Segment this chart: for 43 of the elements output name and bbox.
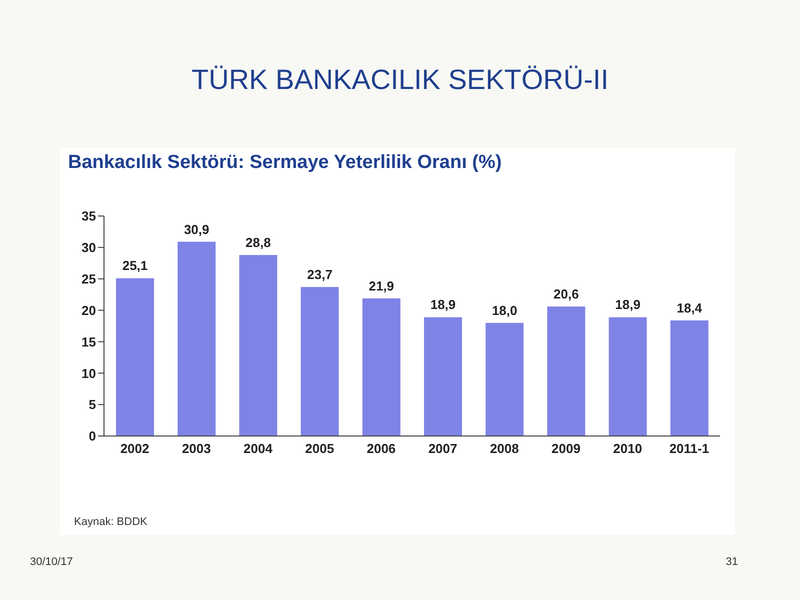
x-tick-label: 2002 [120, 441, 150, 456]
text: 31 [726, 556, 738, 568]
bar [486, 322, 524, 436]
x-tick-label: 2004 [244, 441, 274, 456]
x-tick-label: 2008 [490, 441, 519, 456]
data-label: 18,9 [430, 297, 456, 312]
y-tick-label: 30 [82, 240, 96, 256]
x-tick-label: 2003 [182, 441, 211, 456]
bar [547, 306, 586, 436]
data-label: 21,9 [368, 278, 394, 294]
x-tick-label: 2011-1 [669, 441, 710, 456]
text: 30/10/17 [30, 556, 73, 568]
data-label: 28,8 [246, 234, 271, 250]
y-tick-label: 10 [82, 366, 96, 381]
bar [300, 287, 339, 436]
bar [424, 317, 462, 436]
data-label: 18,4 [676, 300, 703, 316]
data-label: 23,7 [307, 267, 332, 282]
data-label: 20,6 [554, 286, 579, 302]
data-label: 25,1 [122, 258, 148, 274]
y-tick-label: 5 [88, 397, 96, 412]
chart-title: TÜRK BANKACILIK SEKTÖRÜ-II [190, 64, 610, 96]
bar [116, 278, 154, 436]
y-tick-label: 35 [82, 208, 96, 224]
y-tick-label: 25 [82, 271, 96, 286]
y-tick-label: 0 [88, 428, 96, 444]
text: Kaynak: BDDK [74, 516, 148, 528]
chart-subtitle: Bankacılık Sektörü: Sermaye Yeterlilik Oranı (%) [68, 152, 502, 174]
bar [362, 298, 400, 436]
y-tick-label: 15 [82, 334, 96, 350]
x-tick-label: 2005 [305, 441, 334, 456]
data-label: 18,9 [615, 297, 640, 312]
y-tick-label: 20 [82, 302, 96, 318]
x-tick-label: 2010 [613, 441, 642, 456]
data-label: 18,0 [492, 302, 518, 318]
x-tick-label: 2009 [552, 441, 580, 456]
x-tick-label: 2006 [366, 441, 396, 456]
x-tick-label: 2007 [428, 441, 458, 456]
data-label: 30,9 [184, 222, 210, 237]
bar [239, 254, 278, 436]
bar [670, 320, 708, 436]
bar [178, 242, 216, 436]
bar [608, 317, 647, 436]
